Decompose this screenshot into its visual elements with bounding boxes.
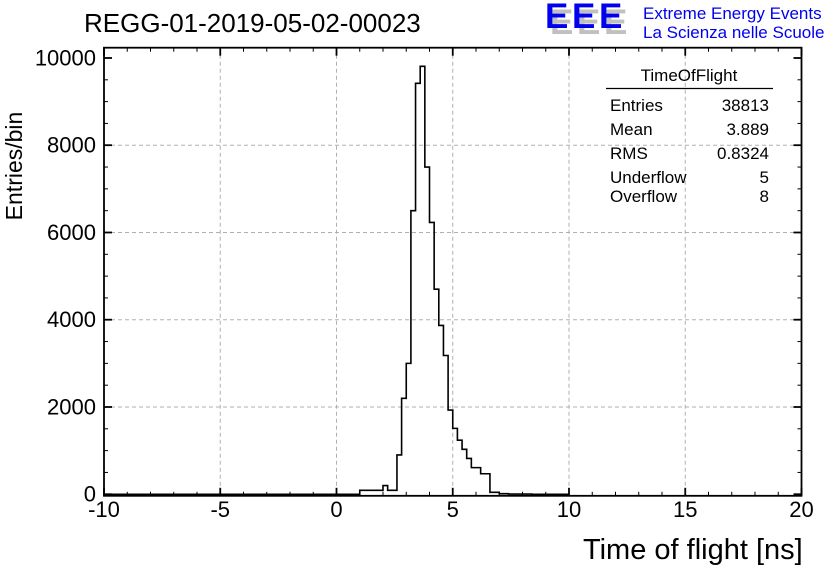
svg-text:8000: 8000 [47,133,96,158]
svg-text:Time of flight [ns]: Time of flight [ns] [583,534,803,566]
svg-text:RMS: RMS [610,144,648,163]
svg-text:Mean: Mean [610,120,653,139]
svg-text:15: 15 [673,497,697,522]
svg-text:0: 0 [330,497,342,522]
svg-text:5: 5 [447,497,459,522]
svg-text:TimeOfFlight: TimeOfFlight [641,66,738,85]
svg-text:Overflow: Overflow [610,187,678,206]
svg-text:Underflow: Underflow [610,168,687,187]
svg-text:2000: 2000 [47,394,96,419]
svg-text:3.889: 3.889 [726,120,769,139]
svg-text:10000: 10000 [35,45,96,70]
svg-text:5: 5 [760,168,769,187]
svg-text:6000: 6000 [47,220,96,245]
svg-text:38813: 38813 [722,96,769,115]
svg-text:4000: 4000 [47,307,96,332]
svg-text:20: 20 [789,497,813,522]
svg-text:10: 10 [557,497,581,522]
svg-text:0.8324: 0.8324 [717,144,769,163]
svg-text:0: 0 [84,482,96,507]
svg-text:8: 8 [760,187,769,206]
svg-text:-5: -5 [210,497,230,522]
svg-text:Entries/bin: Entries/bin [1,112,27,221]
svg-text:Entries: Entries [610,96,663,115]
